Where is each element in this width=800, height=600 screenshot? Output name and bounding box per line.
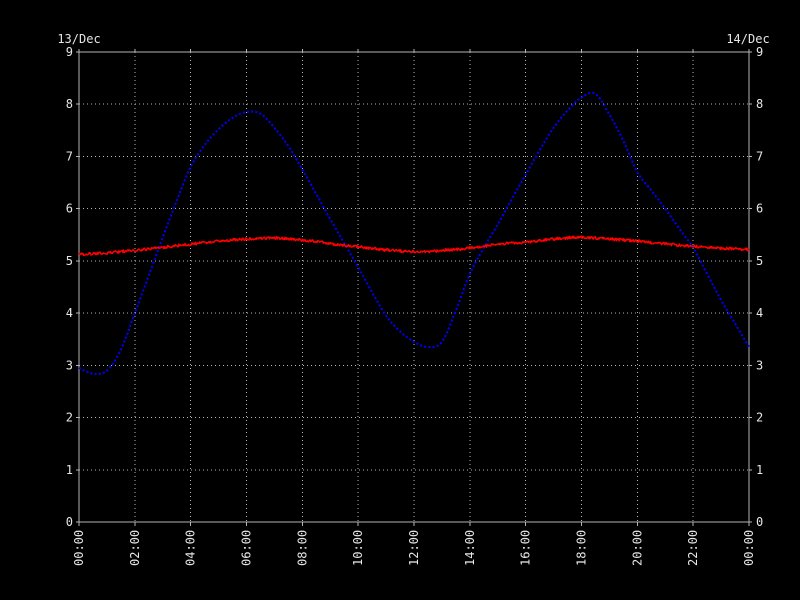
- x-tick-label: 00:00: [742, 530, 756, 566]
- x-tick-label: 18:00: [575, 530, 589, 566]
- y-tick-label-right: 9: [756, 45, 763, 59]
- x-tick-label: 02:00: [128, 530, 142, 566]
- x-tick-label: 22:00: [686, 530, 700, 566]
- y-tick-label-right: 7: [756, 149, 763, 163]
- y-tick-label-right: 8: [756, 97, 763, 111]
- y-tick-label-right: 3: [756, 358, 763, 372]
- date-label-end: 14/Dec: [726, 32, 770, 46]
- y-tick-label-right: 5: [756, 254, 763, 268]
- tide-height-curve-line: [78, 91, 750, 375]
- x-tick-label: 20:00: [630, 530, 644, 566]
- y-tick-label-left: 6: [66, 202, 73, 216]
- x-tick-label: 10:00: [351, 530, 365, 566]
- x-tick-label: 16:00: [519, 530, 533, 566]
- y-tick-label-right: 4: [756, 306, 763, 320]
- y-tick-label-left: 4: [66, 306, 73, 320]
- x-tick-label: 14:00: [463, 530, 477, 566]
- x-tick-label: 08:00: [295, 530, 309, 566]
- y-tick-label-left: 3: [66, 358, 73, 372]
- date-label-start: 13/Dec: [57, 32, 101, 46]
- y-tick-label-left: 8: [66, 97, 73, 111]
- y-tick-label-left: 1: [66, 463, 73, 477]
- y-tick-label-right: 0: [756, 515, 763, 529]
- plot-border: [78, 51, 750, 523]
- y-tick-label-left: 9: [66, 45, 73, 59]
- baseline-noisy-curve-line: [78, 235, 750, 257]
- y-tick-label-left: 5: [66, 254, 73, 268]
- x-tick-label: 04:00: [184, 530, 198, 566]
- y-tick-label-left: 0: [66, 515, 73, 529]
- x-tick-label: 00:00: [72, 530, 86, 566]
- y-tick-label-right: 6: [756, 202, 763, 216]
- y-tick-label-right: 1: [756, 463, 763, 477]
- y-tick-label-right: 2: [756, 411, 763, 425]
- y-tick-label-left: 2: [66, 411, 73, 425]
- x-tick-label: 06:00: [240, 530, 254, 566]
- x-tick-label: 12:00: [407, 530, 421, 566]
- y-tick-label-left: 7: [66, 149, 73, 163]
